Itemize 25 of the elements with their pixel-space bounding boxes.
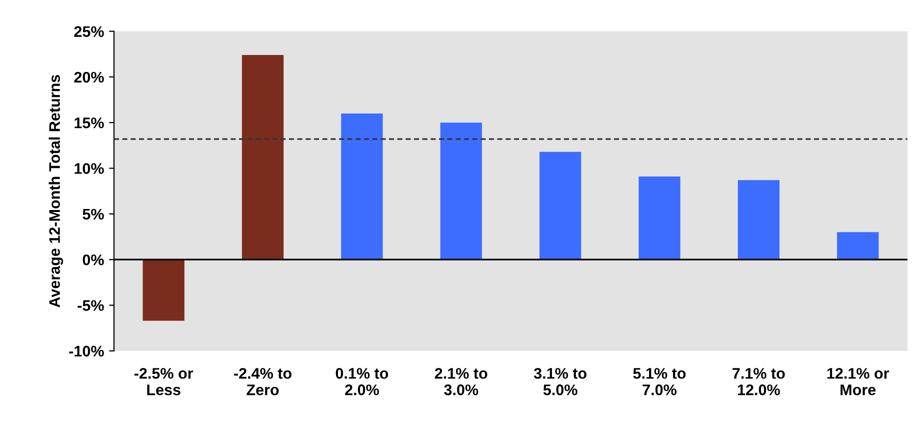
y-axis-title: Average 12-Month Total Returns: [48, 74, 64, 308]
bar: [341, 113, 383, 260]
x-tick-label: 0.1% to 2.0%: [336, 368, 388, 396]
x-tick-label: 12.1% or More: [827, 368, 890, 396]
x-tick-label: 7.1% to 12.0%: [732, 368, 785, 396]
bar: [738, 180, 780, 260]
bar: [638, 176, 680, 260]
bar: [837, 232, 879, 260]
x-tick-label: 3.1% to 5.0%: [534, 368, 586, 396]
x-tick-label: 2.1% to 3.0%: [434, 368, 488, 396]
x-tick-label: -2.5% or Less: [134, 368, 194, 396]
bar: [242, 55, 284, 260]
y-tick-label: 5%: [82, 208, 104, 220]
x-tick-label: -2.4% to Zero: [234, 368, 292, 396]
y-tick-label: 0%: [82, 254, 104, 266]
bar: [539, 152, 582, 260]
y-tick-label: 15%: [74, 118, 104, 128]
y-tick-label: 20%: [74, 72, 104, 83]
bar: [142, 260, 184, 321]
x-tick-label: 5.1% to 7.0%: [633, 368, 686, 396]
y-tick-label: -10%: [69, 346, 104, 357]
y-tick-label: -5%: [78, 300, 104, 311]
bar: [440, 122, 482, 260]
y-tick-label: 10%: [74, 163, 104, 174]
y-tick-label: 25%: [74, 26, 104, 37]
